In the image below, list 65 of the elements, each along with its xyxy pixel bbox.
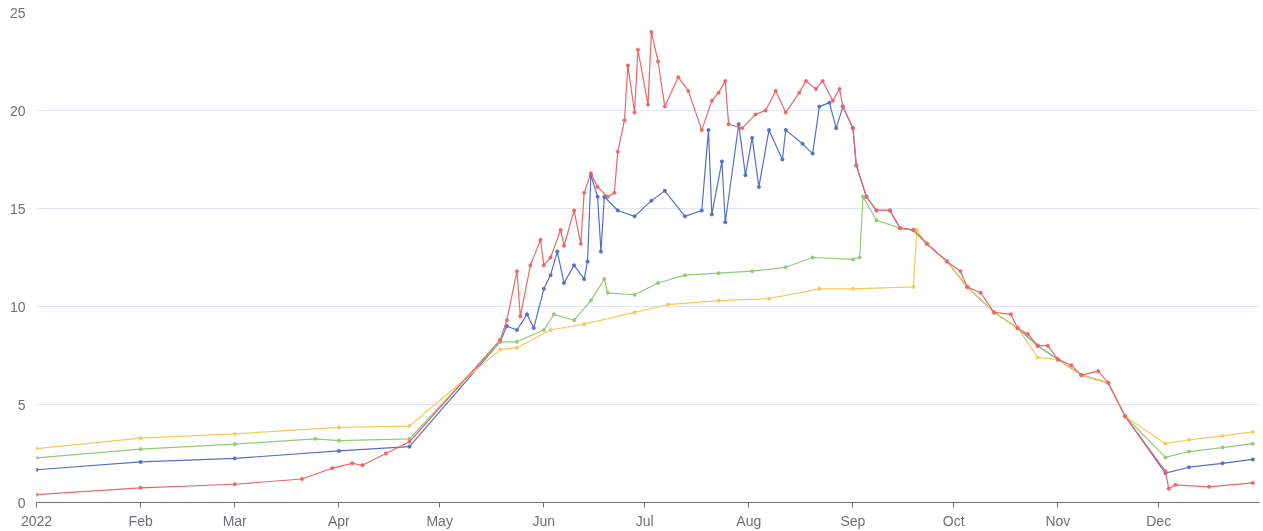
point [1163,455,1168,460]
point [850,257,855,262]
point [232,442,237,447]
x-tick-label: Dec [1146,512,1172,529]
x-tick-label: Jul [635,512,654,529]
point [656,280,661,285]
point [336,425,341,430]
point [716,271,721,276]
point [582,322,587,327]
point [36,446,39,451]
point [36,455,39,460]
point [232,431,237,436]
x-tick-label: Apr [328,512,351,529]
point [407,424,412,429]
y-tick-label: 10 [9,298,26,315]
point [588,298,593,303]
point [750,269,755,274]
y-tick-label: 25 [9,4,26,21]
point [572,318,577,323]
point [911,284,916,289]
point [874,218,879,223]
x-tick-label: Nov [1045,512,1071,529]
point [857,255,862,260]
point [1220,445,1225,450]
point [817,286,822,291]
point [336,438,341,443]
x-tick-label: Sep [840,512,866,529]
point [313,436,318,441]
point [783,265,788,270]
point [138,447,143,452]
point [1163,441,1168,446]
x-tick-label: May [426,512,453,529]
point [541,328,546,333]
y-tick-label: 0 [17,494,26,511]
point [1186,437,1191,442]
x-tick-label: Mar [222,512,248,529]
point [716,298,721,303]
point [632,310,637,315]
point [682,273,687,278]
point [548,328,553,333]
y-tick-label: 15 [9,200,26,217]
point [602,277,607,282]
point [1220,433,1225,438]
x-tick-label: 2022 [20,512,53,529]
point [632,292,637,297]
point [605,290,610,295]
point [1186,449,1191,454]
y-tick-label: 20 [9,102,26,119]
point [766,296,771,301]
point [1035,355,1040,360]
point [514,345,519,350]
x-tick-label: Aug [736,512,762,529]
point [514,339,519,344]
point [551,312,556,317]
x-tick-label: Jun [532,512,556,529]
point [850,286,855,291]
y-tick-label: 5 [17,396,26,413]
point [1250,441,1255,446]
point [138,436,143,441]
point [810,255,815,260]
point [666,302,671,307]
point [498,347,503,352]
x-tick-label: Feb [128,512,153,529]
point [1250,429,1255,434]
x-tick-label: Oct [942,512,965,529]
